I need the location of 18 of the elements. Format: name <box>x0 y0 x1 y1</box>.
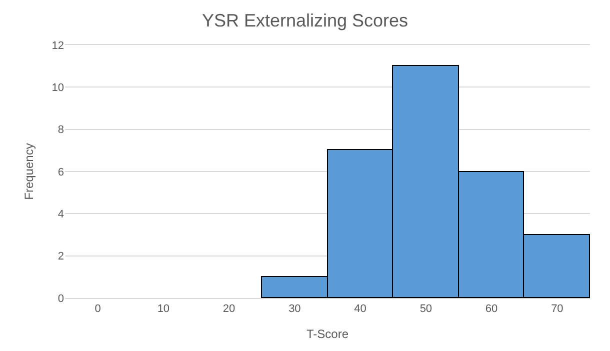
x-tick-label: 70 <box>551 303 564 316</box>
chart-title: YSR Externalizing Scores <box>202 10 408 31</box>
y-tick-label: 2 <box>58 250 64 263</box>
x-tick-label: 10 <box>157 303 170 316</box>
x-tick-label: 30 <box>288 303 301 316</box>
x-tick-label: 20 <box>222 303 236 316</box>
x-tick-label: 50 <box>420 303 432 316</box>
y-tick-label: 4 <box>58 208 64 221</box>
x-axis-title: T-Score <box>306 327 349 342</box>
y-tick-label: 0 <box>58 292 64 305</box>
y-tick-label: 8 <box>58 124 64 136</box>
y-tick-label: 10 <box>52 82 64 94</box>
y-axis-title: Frequency <box>22 143 36 200</box>
x-tick-label: 60 <box>485 303 498 316</box>
y-tick-label: 6 <box>58 166 64 178</box>
x-tick-label: 40 <box>354 303 366 316</box>
y-tick-label: 12 <box>52 40 64 52</box>
x-tick-label: 0 <box>94 303 101 316</box>
